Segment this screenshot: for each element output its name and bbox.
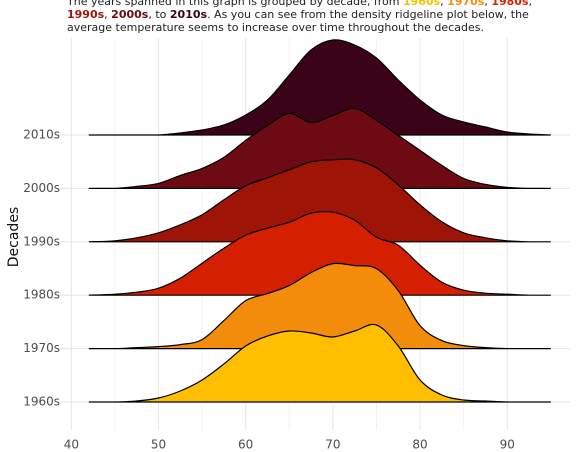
subtitle-part: , to (148, 8, 170, 21)
subtitle-part: , (484, 0, 492, 8)
subtitle-part: , (440, 0, 448, 8)
x-tick-label: 90 (500, 438, 515, 452)
x-tick-label: 50 (151, 438, 166, 452)
x-tick-label: 60 (238, 438, 253, 452)
y-axis-title: Decades (6, 207, 22, 267)
y-tick-label: 1990s (23, 234, 60, 248)
subtitle-part: 1970s (447, 0, 485, 8)
y-tick-label: 1960s (23, 395, 60, 409)
subtitle-part: 1980s (491, 0, 529, 8)
subtitle-part: , (104, 8, 112, 21)
x-tick-label: 40 (64, 438, 79, 452)
x-tick-label: 70 (325, 438, 340, 452)
subtitle-part: 1960s (403, 0, 441, 8)
subtitle: The years spanned in this graph is group… (67, 0, 557, 34)
x-tick-label: 80 (412, 438, 427, 452)
ridge (88, 210, 551, 296)
ridge (88, 262, 551, 350)
subtitle-part: . As you can see from the density ridgel… (67, 8, 529, 34)
ridge (88, 39, 551, 136)
subtitle-part: , (528, 0, 533, 8)
subtitle-part: 1990s (67, 8, 105, 21)
y-tick-label: 1980s (23, 288, 60, 302)
subtitle-part: 2000s (111, 8, 149, 21)
y-tick-label: 1970s (23, 341, 60, 355)
y-tick-label: 2000s (23, 181, 60, 195)
ridge (88, 323, 551, 403)
subtitle-part: The years spanned in this graph is group… (67, 0, 403, 8)
ridge (88, 107, 551, 190)
ridge (88, 158, 551, 243)
y-tick-label: 2010s (23, 128, 60, 142)
subtitle-part: 2010s (169, 8, 208, 21)
